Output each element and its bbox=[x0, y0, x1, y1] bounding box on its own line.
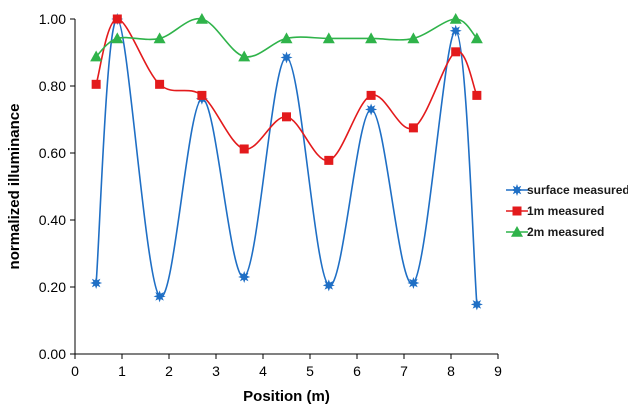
x-tick-label: 1 bbox=[118, 363, 126, 379]
data-point-2 bbox=[322, 32, 335, 44]
data-point-2 bbox=[470, 32, 483, 44]
x-tick-label: 8 bbox=[447, 363, 455, 379]
y-tick-label: 0.00 bbox=[39, 346, 66, 362]
legend-label: 2m measured bbox=[527, 225, 604, 239]
data-point-1 bbox=[282, 112, 291, 122]
data-point-2 bbox=[449, 13, 462, 24]
x-tick-label: 3 bbox=[212, 363, 220, 379]
data-point-0 bbox=[407, 276, 420, 289]
data-point-2 bbox=[195, 13, 208, 24]
x-tick-label: 2 bbox=[165, 363, 173, 379]
legend-label: 1m measured bbox=[527, 204, 604, 218]
legend-label: surface measured bbox=[527, 183, 628, 197]
data-point-1 bbox=[451, 47, 461, 57]
data-point-2 bbox=[407, 32, 420, 44]
axes bbox=[74, 19, 498, 355]
data-point-1 bbox=[91, 79, 101, 89]
data-point-1 bbox=[239, 144, 249, 154]
data-point-1 bbox=[197, 90, 207, 100]
y-axis-title: normalized illuminance bbox=[6, 104, 23, 270]
x-tick-label: 6 bbox=[353, 363, 361, 379]
data-point-2 bbox=[238, 50, 251, 62]
data-point-2 bbox=[90, 50, 103, 62]
data-point-2 bbox=[111, 32, 124, 44]
data-point-1 bbox=[366, 90, 376, 100]
x-ticks: 0 1 2 3 4 5 6 7 8 9 bbox=[71, 354, 502, 379]
legend: surface measured 1m measured 2m measured bbox=[506, 183, 628, 239]
data-point-1 bbox=[155, 79, 165, 89]
data-point-0 bbox=[322, 279, 335, 292]
y-tick-label: 0.80 bbox=[39, 78, 66, 94]
x-tick-label: 7 bbox=[400, 363, 408, 379]
y-tick-label: 1.00 bbox=[39, 11, 66, 27]
data-point-1 bbox=[472, 90, 482, 100]
series-markers bbox=[90, 13, 483, 311]
x-tick-label: 5 bbox=[306, 363, 314, 379]
x-tick-label: 0 bbox=[71, 363, 79, 379]
x-tick-label: 4 bbox=[259, 363, 267, 379]
y-ticks: 0.00 0.20 0.40 0.60 0.80 1.00 bbox=[39, 11, 75, 362]
data-point-0 bbox=[470, 298, 483, 311]
data-point-0 bbox=[365, 103, 378, 116]
data-point-2 bbox=[365, 32, 378, 44]
x-tick-label: 9 bbox=[494, 363, 502, 379]
legend-marker bbox=[512, 206, 522, 216]
data-point-0 bbox=[280, 51, 293, 64]
legend-marker bbox=[511, 226, 523, 237]
data-point-0 bbox=[238, 270, 251, 283]
data-point-1 bbox=[324, 155, 334, 165]
data-point-0 bbox=[90, 276, 103, 289]
data-point-1 bbox=[112, 14, 122, 24]
data-point-0 bbox=[449, 24, 462, 37]
data-point-2 bbox=[280, 32, 293, 44]
data-point-2 bbox=[153, 32, 166, 44]
data-point-0 bbox=[153, 290, 166, 303]
data-point-1 bbox=[408, 123, 418, 133]
y-tick-label: 0.20 bbox=[39, 279, 66, 295]
x-axis-title: Position (m) bbox=[243, 388, 330, 405]
legend-marker bbox=[511, 184, 523, 196]
y-tick-label: 0.40 bbox=[39, 212, 66, 228]
y-tick-label: 0.60 bbox=[39, 145, 66, 161]
